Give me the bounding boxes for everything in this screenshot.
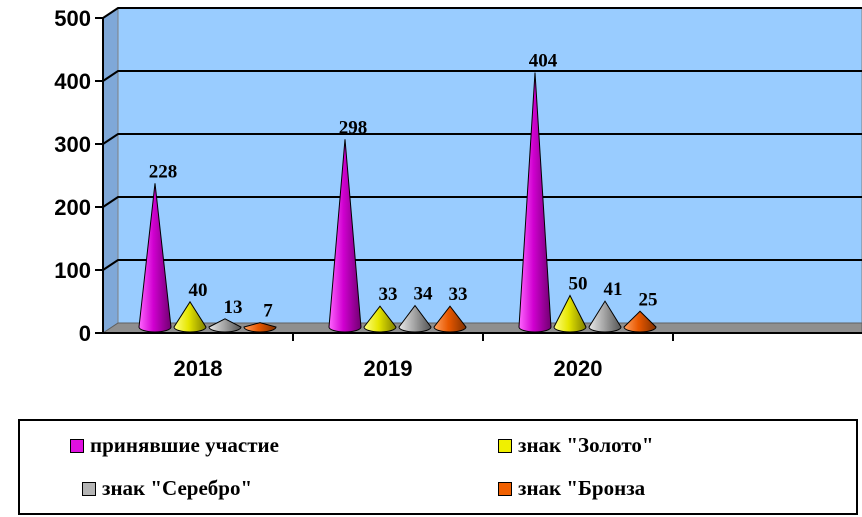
x-tick-label: 2019 bbox=[364, 356, 413, 381]
data-label: 40 bbox=[189, 280, 208, 301]
data-label: 7 bbox=[263, 301, 273, 322]
x-tick-label: 2020 bbox=[554, 356, 603, 381]
plot-back-wall bbox=[118, 8, 862, 323]
plot-area bbox=[103, 8, 862, 333]
y-axis-ticks: 0 100 200 300 400 500 bbox=[54, 6, 103, 346]
legend-item-bronze: знак "Бронза bbox=[498, 476, 645, 501]
legend-swatch bbox=[70, 439, 84, 453]
legend-swatch bbox=[82, 482, 96, 496]
data-label: 404 bbox=[529, 50, 558, 71]
x-axis-ticks: 2018 2019 2020 bbox=[174, 333, 673, 381]
y-tick-label: 200 bbox=[54, 195, 91, 220]
y-tick-label: 400 bbox=[54, 69, 91, 94]
data-label: 13 bbox=[224, 297, 243, 318]
plot-side-wall bbox=[103, 8, 118, 333]
legend-item-participants: принявшие участие bbox=[70, 433, 279, 458]
data-label: 33 bbox=[449, 284, 468, 305]
legend-label: знак "Золото" bbox=[518, 433, 654, 458]
data-label: 33 bbox=[379, 284, 398, 305]
legend-item-silver: знак "Серебро" bbox=[82, 476, 252, 501]
y-tick-label: 0 bbox=[79, 321, 91, 346]
data-label: 228 bbox=[149, 161, 178, 182]
legend: принявшие участие знак "Золото" знак "Се… bbox=[18, 419, 858, 515]
x-tick-label: 2018 bbox=[174, 356, 223, 381]
legend-swatch bbox=[498, 439, 512, 453]
y-tick-label: 100 bbox=[54, 258, 91, 283]
data-label: 34 bbox=[414, 284, 434, 305]
legend-swatch bbox=[498, 482, 512, 496]
y-tick-label: 300 bbox=[54, 132, 91, 157]
legend-item-gold: знак "Золото" bbox=[498, 433, 654, 458]
legend-label: знак "Серебро" bbox=[102, 476, 252, 501]
data-label: 298 bbox=[339, 117, 368, 138]
data-label: 41 bbox=[604, 279, 623, 300]
data-label: 25 bbox=[639, 289, 658, 310]
y-tick-label: 500 bbox=[54, 6, 91, 31]
legend-label: принявшие участие bbox=[90, 433, 279, 458]
legend-label: знак "Бронза bbox=[518, 476, 645, 501]
data-label: 50 bbox=[569, 274, 588, 295]
